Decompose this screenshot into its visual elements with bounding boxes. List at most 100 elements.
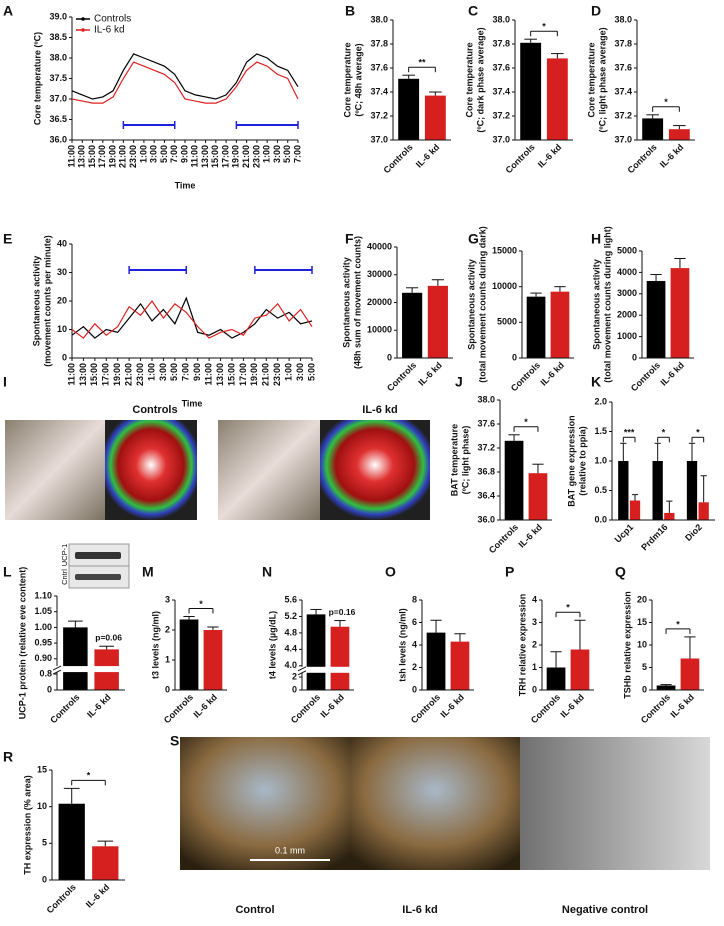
panel-letter: N bbox=[262, 564, 272, 580]
y-tick-label: 5 bbox=[642, 662, 647, 672]
x-tick-label: 3:00 bbox=[272, 145, 282, 163]
significance-label: * bbox=[199, 599, 203, 609]
panel-letter: K bbox=[591, 374, 601, 390]
panel-letter: M bbox=[142, 564, 154, 580]
x-tick-label: 9:00 bbox=[179, 145, 189, 163]
y-tick-label: 6 bbox=[412, 617, 417, 627]
x-tick-label: 17:00 bbox=[238, 363, 248, 386]
blot-label: Cntrl bbox=[60, 569, 69, 585]
y-tick-label: 2 bbox=[292, 671, 297, 681]
y-tick-label: 10000 bbox=[367, 325, 392, 335]
bar bbox=[520, 42, 542, 140]
x-tick-label: Controls bbox=[289, 692, 322, 725]
bar bbox=[92, 846, 119, 880]
y-tick-label: 38.0 bbox=[492, 14, 510, 24]
y-tick-label: 0 bbox=[292, 684, 297, 694]
bar bbox=[528, 473, 548, 520]
y-tick-label: 1000 bbox=[617, 331, 637, 341]
x-tick-label: 7:00 bbox=[169, 145, 179, 163]
y-tick-label: 3 bbox=[165, 594, 170, 604]
x-tick-label: 11:00 bbox=[66, 145, 76, 168]
bar bbox=[642, 118, 664, 140]
y-tick-label: 20 bbox=[637, 594, 647, 604]
x-tick-label: 17:00 bbox=[101, 363, 111, 386]
significance-label: * bbox=[566, 603, 570, 613]
significance-label: * bbox=[676, 619, 680, 629]
bar bbox=[426, 632, 446, 690]
x-tick-label: Controls bbox=[629, 360, 662, 393]
blot-label: UCP-1 bbox=[60, 544, 69, 567]
significance-label: * bbox=[542, 22, 546, 32]
y-tick-label: 20000 bbox=[367, 297, 392, 307]
x-tick-label: 15:00 bbox=[89, 363, 99, 386]
scale-bar-label: 0.1 mm bbox=[275, 845, 305, 855]
significance-label: * bbox=[662, 428, 666, 438]
image-label: Control bbox=[235, 904, 274, 916]
y-tick-label: 2 bbox=[412, 662, 417, 672]
y-tick-label: 4 bbox=[532, 594, 537, 604]
x-tick-label: 23:00 bbox=[251, 145, 261, 168]
bar bbox=[179, 619, 199, 690]
y-axis-label: Core temperature bbox=[586, 42, 596, 117]
x-tick-label: IL-6 kd bbox=[85, 692, 113, 720]
bar bbox=[526, 296, 546, 358]
legend-label: Controls bbox=[94, 14, 131, 25]
y-axis-label: Spontaneous activity bbox=[466, 259, 476, 350]
x-axis-label: Time bbox=[175, 180, 196, 190]
legend-marker bbox=[81, 17, 85, 21]
x-tick-label: 21:00 bbox=[241, 145, 251, 168]
y-axis-label: tsh levels (ng/ml) bbox=[397, 608, 407, 682]
x-tick-label: 13:00 bbox=[200, 145, 210, 168]
panel-letter: I bbox=[3, 374, 7, 390]
x-tick-label: Ucp1 bbox=[613, 522, 636, 545]
panel-letter: B bbox=[345, 3, 355, 19]
y-tick-label: 0 bbox=[412, 684, 417, 694]
bar bbox=[427, 285, 448, 358]
y-axis-label: Spontaneous activity bbox=[591, 259, 601, 350]
x-tick-label: 7:00 bbox=[292, 145, 302, 163]
x-tick-label: 3:00 bbox=[295, 363, 305, 381]
x-tick-label: Controls bbox=[639, 692, 672, 725]
x-tick-label: 13:00 bbox=[215, 363, 225, 386]
axis-break-mark bbox=[52, 669, 62, 675]
x-tick-label: 3:00 bbox=[149, 145, 159, 163]
x-tick-label: IL-6 kd bbox=[191, 692, 219, 720]
bar bbox=[450, 641, 470, 690]
x-tick-label: 19:00 bbox=[231, 145, 241, 168]
y-axis-label: BAT gene expression bbox=[566, 415, 576, 506]
y-tick-label: 36.8 bbox=[477, 466, 495, 476]
y-axis-label: (ºC; light phase) bbox=[460, 426, 470, 495]
bar bbox=[646, 280, 666, 358]
y-axis-label: (total movement counts during dark) bbox=[477, 226, 487, 383]
x-tick-label: 15:00 bbox=[87, 145, 97, 168]
micrograph bbox=[180, 737, 350, 870]
x-tick-label: 9:00 bbox=[192, 363, 202, 381]
panel-letter: L bbox=[3, 564, 12, 580]
y-tick-label: 5000 bbox=[617, 245, 637, 255]
thermal-image bbox=[320, 420, 430, 520]
y-axis-label: Spontaneous activity bbox=[31, 256, 41, 347]
x-tick-label: Dio2 bbox=[683, 522, 704, 543]
panel-letter: C bbox=[468, 3, 478, 19]
y-axis-label: (ºC; light phase average) bbox=[597, 27, 607, 132]
bar bbox=[63, 627, 88, 690]
y-axis-label: (relative to ppia) bbox=[577, 426, 587, 496]
y-tick-label: 37.4 bbox=[492, 86, 510, 96]
x-tick-label: IL-6 kd bbox=[416, 360, 444, 388]
x-tick-label: 1:00 bbox=[262, 145, 272, 163]
x-tick-label: 1:00 bbox=[146, 363, 156, 381]
y-tick-label: 40000 bbox=[367, 241, 392, 251]
y-tick-label: 5.6 bbox=[284, 594, 297, 604]
y-axis-label: UCP-1 protein (relative eve content) bbox=[17, 567, 27, 720]
x-tick-label: 21:00 bbox=[261, 363, 271, 386]
data-line bbox=[71, 296, 313, 339]
y-axis-label: Spontaneous activity bbox=[341, 257, 351, 348]
panel-letter: G bbox=[468, 231, 479, 247]
y-tick-label: 37.4 bbox=[370, 86, 388, 96]
axis-break-mark bbox=[297, 670, 307, 676]
y-tick-label: 4.0 bbox=[284, 660, 297, 670]
y-axis-label: Core temperature bbox=[464, 42, 474, 117]
x-tick-label: Prdm16 bbox=[639, 522, 669, 552]
x-tick-label: 5:00 bbox=[159, 145, 169, 163]
